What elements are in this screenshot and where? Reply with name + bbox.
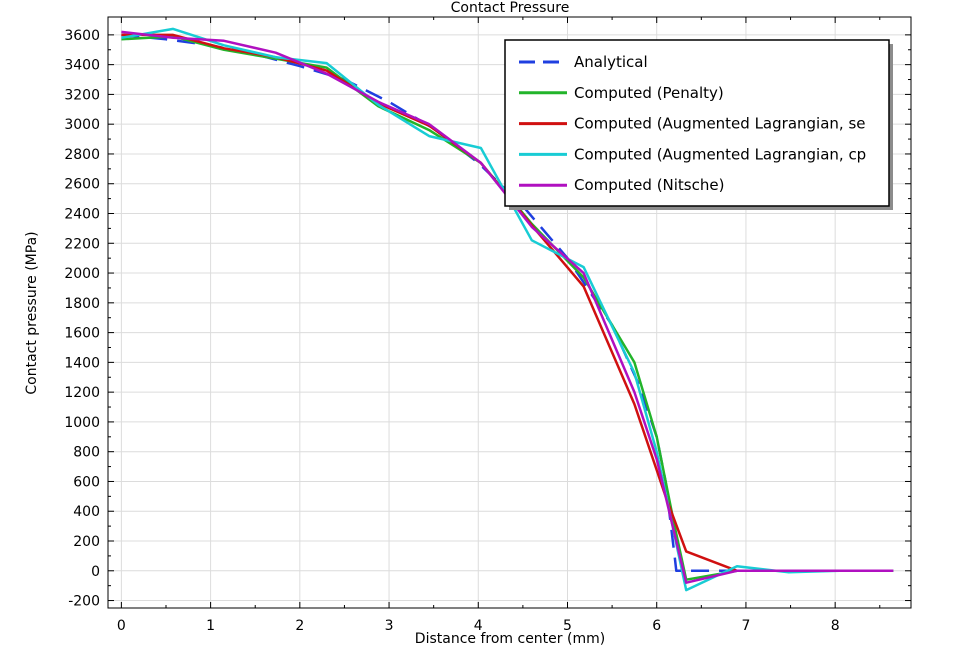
y-tick-label: -200 xyxy=(68,594,100,610)
legend-label: Computed (Penalty) xyxy=(574,84,724,102)
series-line-0 xyxy=(121,33,894,573)
legend: Analytical Computed (Penalty) Computed (Au… xyxy=(504,39,893,210)
series-line-4 xyxy=(121,30,894,584)
y-tick-label: 1800 xyxy=(64,296,100,312)
x-tick-label: 6 xyxy=(652,618,661,634)
series-line-3 xyxy=(121,27,894,592)
legend-label: Computed (Augmented Lagrangian, se xyxy=(574,115,865,133)
y-tick-label: 3200 xyxy=(64,87,100,103)
legend-label: Analytical xyxy=(574,53,648,71)
y-tick-label: 2200 xyxy=(64,236,100,252)
y-tick-label: 3000 xyxy=(64,117,100,133)
y-tick-label: 1200 xyxy=(64,385,100,401)
y-tick-label: 600 xyxy=(73,474,100,490)
y-tick-label: 2800 xyxy=(64,147,100,163)
x-tick-label: 1 xyxy=(206,618,215,634)
y-tick-label: 3400 xyxy=(64,58,100,74)
axis-ticks: -200 0 200 400 600 800 1000 1200 1400 1600 1800 200… xyxy=(64,17,911,634)
legend-label: Computed (Nitsche) xyxy=(574,176,724,194)
x-tick-label: 7 xyxy=(741,618,750,634)
y-tick-label: 2400 xyxy=(64,207,100,223)
chart-title: Contact Pressure xyxy=(451,0,570,16)
x-axis-title: Distance from center (mm) xyxy=(415,631,605,647)
y-tick-label: 200 xyxy=(73,534,100,550)
y-tick-label: 1000 xyxy=(64,415,100,431)
y-tick-label: 2000 xyxy=(64,266,100,282)
x-tick-label: 2 xyxy=(295,618,304,634)
plot-series xyxy=(121,27,894,592)
x-tick-label: 0 xyxy=(117,618,126,634)
y-tick-label: 800 xyxy=(73,445,100,461)
x-tick-label: 4 xyxy=(474,618,483,634)
y-tick-label: 2600 xyxy=(64,177,100,193)
y-tick-label: 3600 xyxy=(64,28,100,44)
y-tick-label: 1600 xyxy=(64,326,100,342)
x-tick-label: 5 xyxy=(563,618,572,634)
x-tick-label: 3 xyxy=(385,618,394,634)
legend-box xyxy=(504,39,890,207)
y-tick-label: 0 xyxy=(91,564,100,580)
x-tick-label: 8 xyxy=(831,618,840,634)
plot-frame xyxy=(107,16,912,609)
legend-label: Computed (Augmented Lagrangian, cp xyxy=(574,145,866,163)
y-tick-label: 400 xyxy=(73,504,100,520)
y-axis-title: Contact pressure (MPa) xyxy=(24,231,40,394)
y-tick-label: 1400 xyxy=(64,355,100,371)
